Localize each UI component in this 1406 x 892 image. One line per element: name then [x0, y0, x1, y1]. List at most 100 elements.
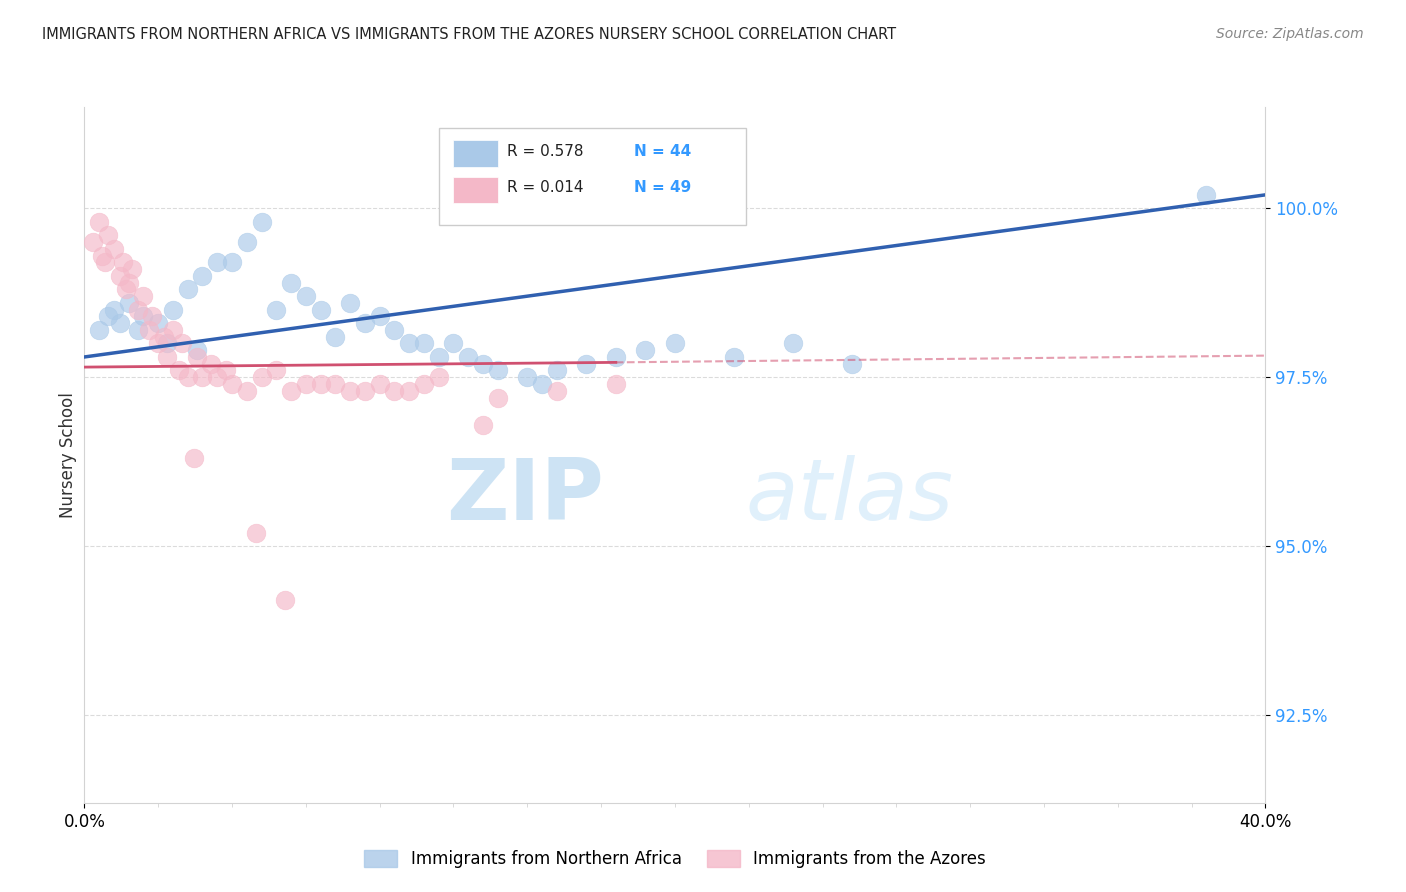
Point: [91, 249, 114, 263]
Point: [486, 391, 509, 405]
Point: [235, 235, 259, 249]
Point: [183, 451, 205, 466]
Point: [87, 215, 111, 229]
Text: R = 0.578: R = 0.578: [508, 145, 599, 159]
Text: N = 49: N = 49: [634, 180, 690, 195]
Point: [170, 336, 193, 351]
Point: [87, 323, 111, 337]
Point: [127, 302, 149, 317]
Point: [546, 363, 568, 377]
Point: [200, 357, 222, 371]
Point: [382, 323, 406, 337]
Point: [127, 323, 149, 337]
Point: [457, 350, 479, 364]
Point: [354, 384, 377, 398]
Point: [162, 302, 184, 317]
Point: [111, 255, 134, 269]
Point: [235, 384, 259, 398]
Point: [782, 336, 804, 351]
Point: [472, 357, 495, 371]
Point: [162, 323, 184, 337]
Point: [486, 363, 509, 377]
Point: [605, 376, 627, 391]
Point: [339, 296, 361, 310]
Point: [118, 296, 141, 310]
Point: [382, 384, 406, 398]
Point: [82, 235, 104, 249]
Point: [191, 370, 214, 384]
Point: [575, 357, 598, 371]
Point: [309, 376, 332, 391]
Point: [177, 282, 200, 296]
Point: [274, 593, 297, 607]
Bar: [453, 140, 498, 167]
Point: [264, 302, 288, 317]
Point: [153, 329, 176, 343]
Point: [108, 268, 131, 283]
Point: [472, 417, 495, 432]
Point: [103, 302, 125, 317]
Point: [205, 370, 228, 384]
Point: [546, 384, 568, 398]
Point: [427, 370, 450, 384]
Bar: [439, 128, 745, 226]
Point: [108, 316, 131, 330]
Bar: [453, 177, 498, 203]
Point: [186, 343, 208, 358]
Point: [354, 316, 377, 330]
Point: [103, 242, 125, 256]
Point: [295, 289, 318, 303]
Point: [323, 376, 347, 391]
Point: [280, 384, 302, 398]
Point: [94, 255, 117, 269]
Point: [441, 336, 464, 351]
Point: [264, 363, 288, 377]
Point: [427, 350, 450, 364]
Text: atlas: atlas: [745, 455, 953, 538]
Point: [118, 276, 141, 290]
Point: [295, 376, 318, 391]
Point: [398, 384, 420, 398]
Point: [148, 316, 170, 330]
Point: [97, 228, 120, 243]
Point: [841, 357, 863, 371]
Point: [531, 376, 554, 391]
Point: [250, 370, 273, 384]
Text: R = 0.014: R = 0.014: [508, 180, 599, 195]
Point: [215, 363, 238, 377]
Point: [191, 268, 214, 283]
Point: [167, 363, 190, 377]
Text: IMMIGRANTS FROM NORTHERN AFRICA VS IMMIGRANTS FROM THE AZORES NURSERY SCHOOL COR: IMMIGRANTS FROM NORTHERN AFRICA VS IMMIG…: [42, 27, 896, 42]
Point: [323, 329, 347, 343]
Point: [605, 350, 627, 364]
Y-axis label: Nursery School: Nursery School: [59, 392, 77, 518]
Point: [398, 336, 420, 351]
Point: [250, 215, 273, 229]
Point: [723, 350, 745, 364]
Point: [138, 323, 160, 337]
Point: [156, 350, 179, 364]
Point: [413, 376, 436, 391]
Point: [339, 384, 361, 398]
Point: [634, 343, 657, 358]
Text: ZIP: ZIP: [446, 455, 605, 538]
Point: [245, 525, 267, 540]
Point: [413, 336, 436, 351]
Point: [516, 370, 538, 384]
Point: [132, 310, 155, 324]
Point: [148, 336, 170, 351]
Point: [121, 262, 143, 277]
Point: [114, 282, 136, 296]
Text: N = 44: N = 44: [634, 145, 690, 159]
Point: [368, 310, 391, 324]
Point: [141, 310, 163, 324]
Point: [221, 376, 243, 391]
Text: Source: ZipAtlas.com: Source: ZipAtlas.com: [1216, 27, 1364, 41]
Point: [664, 336, 686, 351]
Point: [1195, 187, 1218, 202]
Point: [280, 276, 302, 290]
Point: [177, 370, 200, 384]
Point: [221, 255, 243, 269]
Point: [309, 302, 332, 317]
Point: [205, 255, 228, 269]
